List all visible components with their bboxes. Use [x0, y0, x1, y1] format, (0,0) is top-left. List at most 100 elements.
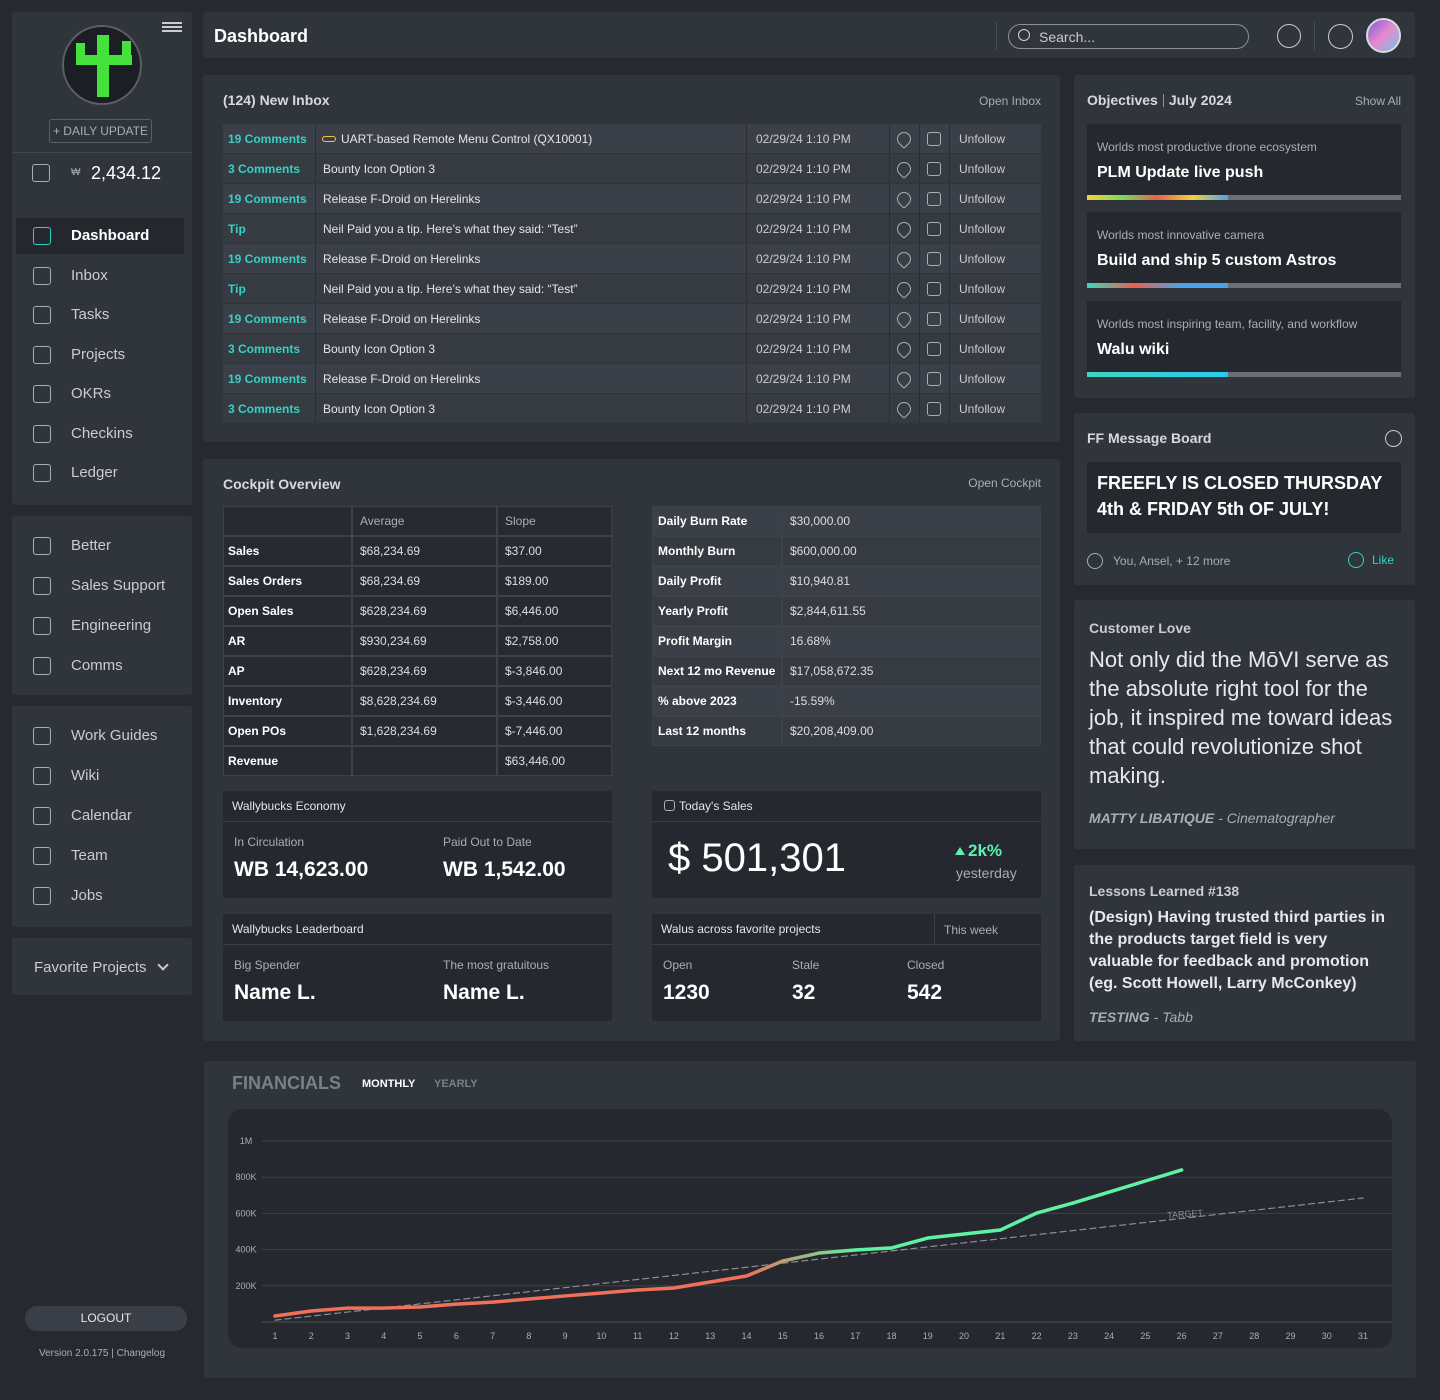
cell-divider	[889, 274, 890, 303]
cockpit-link[interactable]: Open Cockpit	[968, 476, 1041, 490]
nav-icon	[33, 727, 51, 745]
walus-period[interactable]: This week	[944, 923, 999, 937]
x-tick-label: 14	[741, 1331, 751, 1341]
inbox-action[interactable]: Unfollow	[959, 312, 1006, 326]
inbox-tag[interactable]: 19 Comments	[228, 312, 307, 326]
archive-icon	[927, 252, 941, 266]
inbox-subject[interactable]: Bounty Icon Option 3	[323, 162, 436, 176]
nav-item[interactable]: OKRs	[71, 385, 112, 402]
financials-tab[interactable]: MONTHLY	[362, 1078, 416, 1090]
nav-item[interactable]: Projects	[71, 345, 126, 363]
collapse-icon[interactable]	[162, 22, 182, 24]
table-cell	[782, 566, 1041, 596]
search-icon	[1018, 29, 1030, 41]
daily-update-button[interactable]: + DAILY UPDATE	[49, 119, 152, 143]
like-icon[interactable]	[1348, 552, 1364, 568]
inbox-title: (124) New Inbox	[223, 92, 330, 108]
nav-item[interactable]: Comms	[71, 657, 123, 674]
table-row-label: Sales Orders	[228, 574, 303, 588]
inbox-tag[interactable]: 3 Comments	[228, 162, 301, 176]
stat-label: Open	[663, 958, 693, 972]
inbox-tag[interactable]: 19 Comments	[228, 192, 307, 206]
inbox-subject[interactable]: Release F-Droid on Herelinks	[323, 372, 481, 386]
inbox-action[interactable]: Unfollow	[959, 132, 1006, 146]
nav-item[interactable]: Work Guides	[71, 727, 158, 744]
customer-love-title: Customer Love	[1089, 620, 1191, 636]
inbox-action[interactable]: Unfollow	[959, 252, 1006, 266]
inbox-tag[interactable]: 19 Comments	[228, 132, 307, 146]
nav-item[interactable]: Engineering	[71, 617, 152, 634]
inbox-row	[223, 244, 1041, 273]
nav-item[interactable]: Better	[71, 537, 112, 554]
user-avatar[interactable]	[1366, 18, 1401, 53]
inbox-action[interactable]: Unfollow	[959, 222, 1006, 236]
nav-item[interactable]: Calendar	[71, 807, 132, 824]
nav-item[interactable]: Tasks	[71, 306, 110, 323]
like[interactable]: Like	[1372, 553, 1395, 567]
inbox-subject[interactable]: Release F-Droid on Herelinks	[323, 312, 481, 326]
cell-divider	[746, 154, 747, 183]
table-value: 16.68%	[790, 634, 831, 648]
inbox-tag[interactable]: 3 Comments	[228, 342, 301, 356]
objective-title: Build and ship 5 custom Astros	[1097, 252, 1337, 269]
more-icon[interactable]	[1385, 430, 1402, 447]
inbox-tag[interactable]: 19 Comments	[228, 252, 307, 266]
objective-card[interactable]	[1087, 301, 1401, 377]
inbox-action[interactable]: Unfollow	[959, 402, 1006, 416]
inbox-action[interactable]: Unfollow	[959, 282, 1006, 296]
search-box[interactable]	[1008, 24, 1249, 49]
y-tick-label: 600K	[235, 1208, 256, 1218]
nav-icon	[33, 424, 51, 443]
inbox-subject[interactable]: UART-based Remote Menu Control (QX10001)	[341, 132, 593, 146]
inbox-subject[interactable]: Bounty Icon Option 3	[323, 342, 436, 356]
table-cell	[652, 716, 782, 746]
inbox-action[interactable]: Unfollow	[959, 192, 1006, 206]
key-icon	[322, 136, 336, 142]
inbox-action[interactable]: Unfollow	[959, 342, 1006, 356]
cell-divider	[919, 394, 920, 423]
table-cell	[223, 686, 352, 716]
objectives-link[interactable]: Show All	[1354, 94, 1401, 108]
objective-card[interactable]	[1087, 212, 1401, 288]
nav-item[interactable]: Jobs	[71, 887, 103, 904]
inbox-action[interactable]: Unfollow	[959, 162, 1006, 176]
inbox-action[interactable]: Unfollow	[959, 372, 1006, 386]
nav-item[interactable]: Sales Support	[71, 577, 166, 594]
table-cell	[223, 596, 352, 626]
nav-icon	[33, 464, 51, 482]
nav-item[interactable]: Ledger	[71, 464, 118, 481]
favorite-projects[interactable]: Favorite Projects	[34, 959, 147, 976]
bot-icon[interactable]	[1277, 24, 1301, 48]
nav-item[interactable]: Inbox	[71, 266, 108, 284]
cell-divider	[315, 124, 316, 153]
inbox-tag[interactable]: 3 Comments	[228, 402, 301, 416]
cactus-arm	[76, 55, 132, 65]
logout-button[interactable]: LOGOUT	[25, 1306, 187, 1331]
nav-icon	[33, 537, 51, 555]
financials-tab[interactable]: YEARLY	[434, 1078, 478, 1090]
inbox-row	[223, 364, 1041, 393]
inbox-subject[interactable]: Release F-Droid on Herelinks	[323, 252, 481, 266]
y-tick-label: 1M	[240, 1136, 253, 1146]
inbox-subject[interactable]: Bounty Icon Option 3	[323, 402, 436, 416]
cell-divider	[919, 364, 920, 393]
inbox-subject[interactable]: Neil Paid you a tip. Here’s what they sa…	[323, 222, 578, 236]
nav-item[interactable]: Dashboard	[71, 227, 150, 244]
nav-item[interactable]: Wiki	[71, 767, 100, 784]
objective-card[interactable]	[1087, 124, 1401, 200]
inbox-tag[interactable]: Tip	[228, 282, 246, 296]
inbox-subject[interactable]: Neil Paid you a tip. Here’s what they sa…	[323, 282, 578, 296]
help-icon[interactable]	[1328, 24, 1353, 49]
x-tick-label: 13	[705, 1331, 715, 1341]
nav-item[interactable]: Checkins	[71, 424, 133, 442]
inbox-link[interactable]: Open Inbox	[978, 94, 1041, 108]
archive-icon	[927, 162, 941, 176]
inbox-subject[interactable]: Release F-Droid on Herelinks	[323, 192, 481, 206]
inbox-tag[interactable]: 19 Comments	[228, 372, 307, 386]
inbox-tag[interactable]: Tip	[228, 222, 246, 236]
inbox-date: 02/29/24 1:10 PM	[756, 132, 851, 146]
inbox-row	[223, 124, 1041, 153]
nav-item[interactable]: Team	[71, 847, 108, 864]
